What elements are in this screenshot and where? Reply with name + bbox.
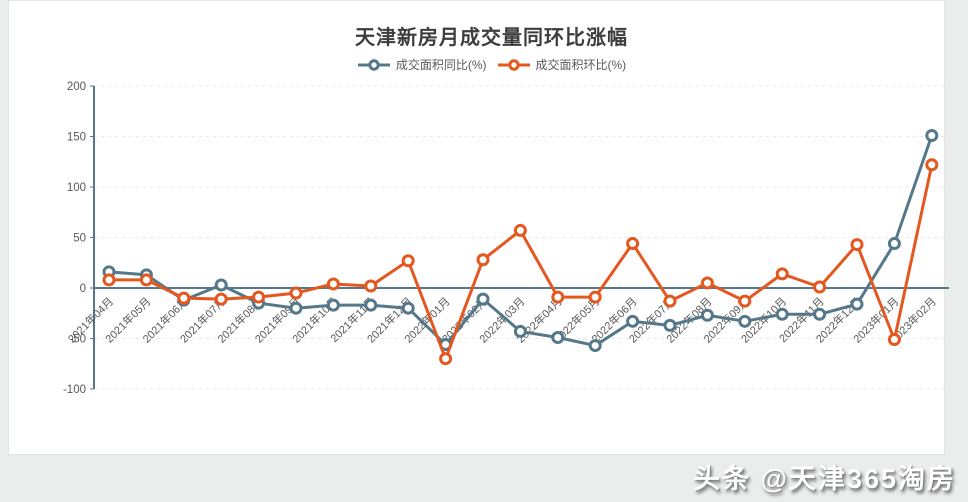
data-point-marker <box>513 324 527 338</box>
data-point-marker <box>364 298 378 312</box>
data-point-marker <box>513 223 527 237</box>
data-point-marker <box>476 292 490 306</box>
data-point-marker <box>850 238 864 252</box>
legend-line-circle-icon <box>497 58 530 71</box>
data-point-marker <box>439 352 453 366</box>
data-point-marker <box>588 290 602 304</box>
data-point-marker <box>775 267 789 281</box>
data-point-marker <box>738 294 752 308</box>
y-axis-tick-label: 0 <box>80 283 86 295</box>
data-point-marker <box>663 318 677 332</box>
data-point-marker <box>214 278 228 292</box>
data-point-marker <box>588 339 602 353</box>
y-axis-tick-label: 150 <box>67 132 86 144</box>
data-point-marker <box>887 333 901 347</box>
data-point-marker <box>738 314 752 328</box>
y-axis-tick-label: 200 <box>67 81 86 93</box>
data-point-marker <box>626 314 640 328</box>
chart-card: 200 150 100 50 0 -50 -100 2021年04月 2021年05月 2021年… <box>8 0 949 455</box>
data-point-marker <box>289 286 303 300</box>
data-point-marker <box>925 158 939 172</box>
data-point-marker <box>850 297 864 311</box>
data-point-marker <box>102 273 116 287</box>
data-point-marker <box>326 277 340 291</box>
legend-item-yoy: 成交面积同比(%) <box>357 56 487 73</box>
data-point-marker <box>401 301 415 315</box>
chart-legend: 成交面积同比(%) 成交面积环比(%) <box>39 56 944 73</box>
data-point-marker <box>700 308 714 322</box>
data-point-marker <box>813 307 827 321</box>
data-point-marker <box>252 290 266 304</box>
y-axis-tick-label: -100 <box>63 384 86 396</box>
data-point-marker <box>364 279 378 293</box>
data-point-marker <box>326 298 340 312</box>
watermark: 头条 @天津365淘房 <box>693 464 956 494</box>
legend-line-circle-icon <box>357 58 390 71</box>
data-point-marker <box>626 237 640 251</box>
legend-item-mom: 成交面积环比(%) <box>497 56 627 73</box>
data-point-marker <box>925 128 939 142</box>
data-point-marker <box>139 273 153 287</box>
y-axis-tick-label: -50 <box>69 334 86 346</box>
data-point-marker <box>289 301 303 315</box>
data-point-marker <box>887 237 901 251</box>
y-axis-tick-label: 50 <box>73 233 86 245</box>
line-chart-canvas: 200150100500-50-1002021年04月2021年05月2021年… <box>63 81 949 396</box>
y-axis-tick-label: 100 <box>67 182 86 194</box>
data-point-marker <box>476 253 490 267</box>
data-point-marker <box>700 276 714 290</box>
data-point-marker <box>551 330 565 344</box>
data-point-marker <box>813 280 827 294</box>
data-point-marker <box>775 307 789 321</box>
data-point-marker <box>401 254 415 268</box>
data-point-marker <box>551 290 565 304</box>
data-point-marker <box>663 294 677 308</box>
legend-label-yoy: 成交面积同比(%) <box>395 58 487 72</box>
legend-label-mom: 成交面积环比(%) <box>535 58 627 72</box>
data-point-marker <box>177 291 191 305</box>
chart-title: 天津新房月成交量同环比涨幅 <box>355 27 628 49</box>
data-point-marker <box>214 292 228 306</box>
